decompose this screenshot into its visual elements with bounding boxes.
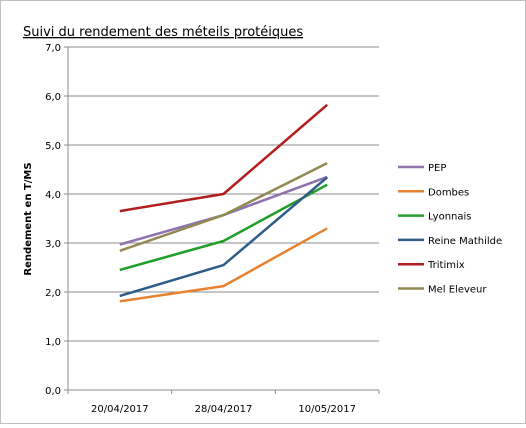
legend-label: Reine Mathilde — [428, 236, 502, 247]
legend-label: Lyonnais — [428, 212, 471, 223]
x-tick-label: 20/04/2017 — [91, 404, 149, 415]
legend-label: Mel Eleveur — [428, 285, 487, 296]
y-axis-label: Rendement en T/MS — [23, 162, 34, 275]
legend-entry: Dombes — [398, 187, 469, 198]
legend-label: PEP — [428, 163, 446, 174]
legend-entry: Lyonnais — [398, 212, 471, 223]
axes — [67, 47, 380, 394]
legend: PEP Dombes Lyonnais Reine Mathilde Tritimix M… — [398, 163, 502, 296]
legend-entry: Tritimix — [398, 260, 465, 271]
legend-entry: Mel Eleveur — [398, 285, 487, 296]
y-tick-label: 2,0 — [45, 288, 61, 299]
legend-label: Dombes — [428, 187, 469, 198]
series-line — [119, 175, 328, 246]
y-tick-label: 5,0 — [45, 141, 61, 152]
series-line — [119, 176, 329, 298]
y-tick-label: 0,0 — [45, 386, 61, 397]
x-tick-label: 10/05/2017 — [298, 404, 356, 415]
y-tick-label: 1,0 — [45, 337, 61, 348]
y-tick-label: 7,0 — [45, 43, 61, 54]
series-line — [119, 227, 328, 303]
chart-title: Suivi du rendement des méteils protéique… — [23, 25, 303, 40]
gridlines — [64, 46, 379, 391]
series-line — [119, 161, 328, 252]
series-lines — [119, 103, 329, 303]
legend-entry: PEP — [398, 163, 446, 174]
legend-entry: Reine Mathilde — [398, 236, 502, 247]
y-tick-label: 3,0 — [45, 239, 61, 250]
series-line — [119, 103, 329, 213]
y-tick-label: 4,0 — [45, 190, 61, 201]
y-tick-labels: 0,0 1,0 2,0 3,0 4,0 5,0 6,0 7,0 — [45, 43, 61, 397]
y-tick-label: 6,0 — [45, 92, 61, 103]
legend-label: Tritimix — [427, 260, 465, 271]
x-tick-label: 28/04/2017 — [195, 404, 253, 415]
x-tick-labels: 20/04/2017 28/04/2017 10/05/2017 — [91, 404, 356, 415]
series-line — [119, 183, 328, 272]
